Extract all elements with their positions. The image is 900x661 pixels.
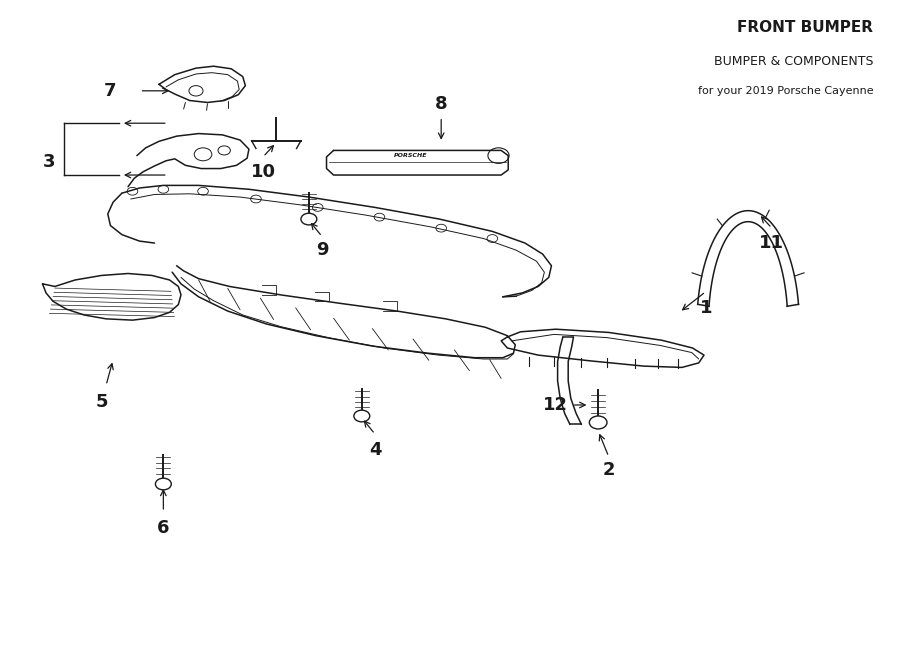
Text: 10: 10 xyxy=(250,163,275,181)
Text: 8: 8 xyxy=(435,95,447,113)
Text: 11: 11 xyxy=(760,234,785,252)
Text: 6: 6 xyxy=(158,519,169,537)
Text: 1: 1 xyxy=(699,299,712,317)
Text: 5: 5 xyxy=(95,393,108,410)
Text: 12: 12 xyxy=(544,396,568,414)
Text: 4: 4 xyxy=(369,442,382,459)
Text: 2: 2 xyxy=(602,461,615,479)
Text: FRONT BUMPER: FRONT BUMPER xyxy=(737,20,873,34)
Text: 3: 3 xyxy=(42,153,55,171)
Text: 9: 9 xyxy=(316,241,328,258)
Text: for your 2019 Porsche Cayenne: for your 2019 Porsche Cayenne xyxy=(698,86,873,96)
Text: PORSCHE: PORSCHE xyxy=(393,153,428,158)
Text: BUMPER & COMPONENTS: BUMPER & COMPONENTS xyxy=(714,55,873,68)
Text: 7: 7 xyxy=(104,82,117,100)
